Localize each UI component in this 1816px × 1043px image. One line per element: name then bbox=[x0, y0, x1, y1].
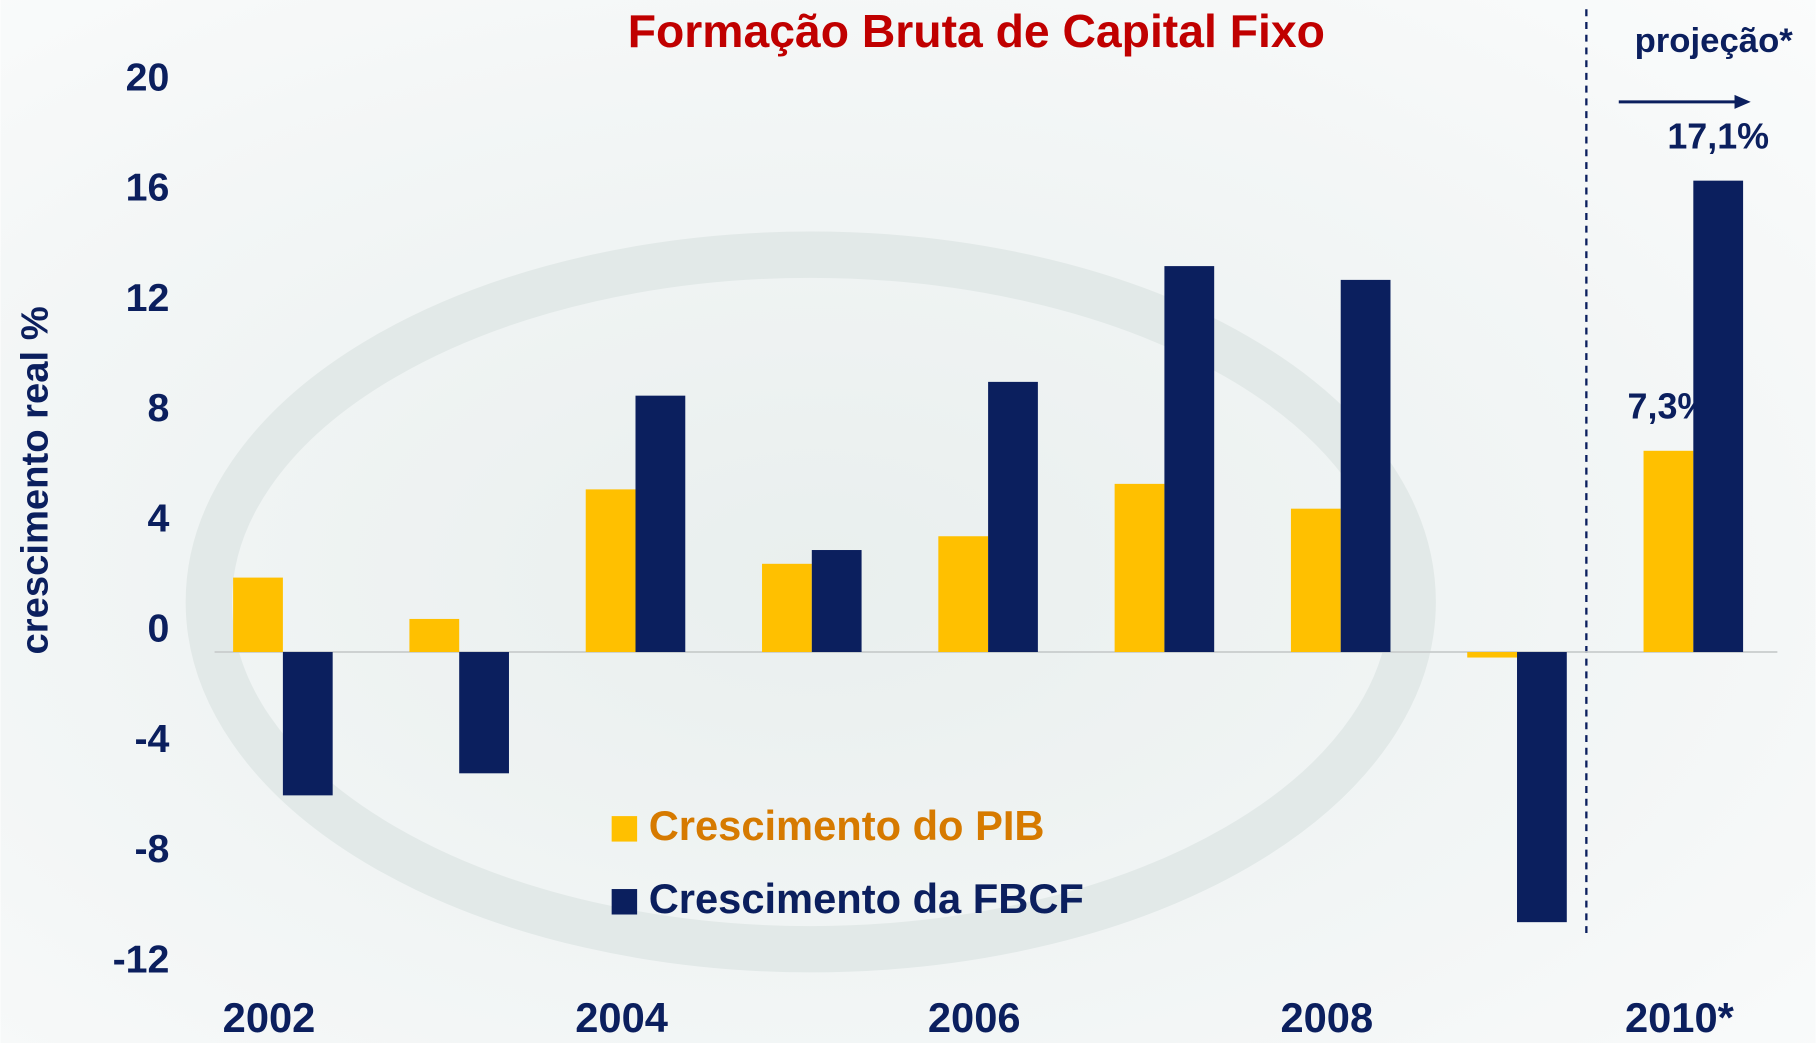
y-tick-label: -8 bbox=[134, 827, 169, 871]
y-tick-label: 12 bbox=[126, 276, 170, 320]
x-tick-label: 2002 bbox=[223, 994, 316, 1041]
y-tick-label: 8 bbox=[148, 386, 170, 430]
value-label: 17,1% bbox=[1667, 116, 1769, 156]
y-axis-label: crescimento real % bbox=[14, 306, 57, 654]
bar bbox=[409, 618, 460, 653]
bar bbox=[811, 550, 862, 653]
y-tick-label: 0 bbox=[148, 607, 170, 651]
y-tick-label: -4 bbox=[134, 717, 169, 761]
bar bbox=[585, 489, 636, 653]
chart-title: Formação Bruta de Capital Fixo bbox=[628, 5, 1325, 57]
bar bbox=[988, 381, 1038, 653]
bar bbox=[1340, 279, 1391, 653]
x-tick-label: 2004 bbox=[575, 994, 668, 1041]
bar bbox=[1290, 508, 1341, 653]
bar bbox=[1467, 652, 1518, 658]
legend-swatch bbox=[611, 889, 638, 915]
y-tick-label: 16 bbox=[126, 166, 170, 210]
legend-label: Crescimento do PIB bbox=[649, 802, 1045, 849]
bar bbox=[233, 577, 283, 653]
bar bbox=[1114, 483, 1165, 653]
y-tick-label: -12 bbox=[113, 937, 170, 981]
bar bbox=[938, 536, 989, 653]
bar bbox=[635, 395, 686, 653]
annotation: projeção* bbox=[1635, 22, 1794, 60]
bar bbox=[1164, 266, 1215, 653]
bar bbox=[762, 563, 812, 653]
projection-arrowhead bbox=[1734, 94, 1751, 109]
legend-label: Crescimento da FBCF bbox=[649, 875, 1084, 922]
background-pattern bbox=[185, 231, 1436, 973]
y-tick-label: 20 bbox=[126, 55, 170, 99]
y-tick-label: 4 bbox=[148, 496, 170, 540]
legend-swatch bbox=[611, 816, 638, 842]
bar bbox=[459, 652, 509, 774]
x-tick-label: 2008 bbox=[1280, 994, 1373, 1041]
bar bbox=[1693, 180, 1744, 653]
x-tick-label: 2006 bbox=[928, 994, 1021, 1041]
x-tick-label: 2010* bbox=[1625, 994, 1735, 1041]
bar bbox=[282, 652, 333, 796]
bar bbox=[1643, 450, 1694, 653]
bar bbox=[1517, 652, 1567, 923]
